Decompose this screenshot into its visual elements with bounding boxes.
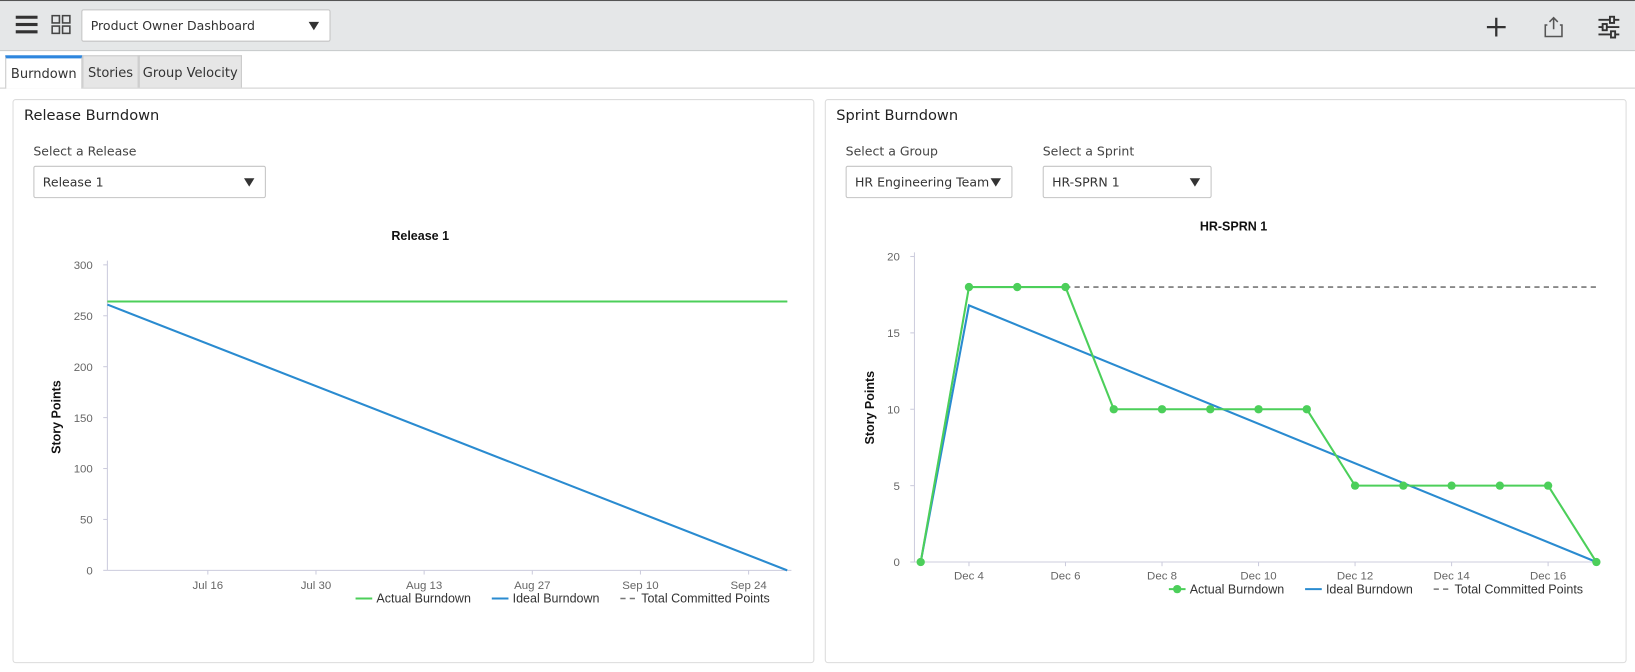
y-tick-label: 5: [893, 481, 899, 493]
y-axis-label: Story Points: [49, 380, 63, 454]
point: [1302, 405, 1311, 414]
y-axis-label: Story Points: [863, 371, 877, 445]
y-tick-label: 20: [887, 252, 900, 264]
point: [1350, 481, 1360, 490]
x-tick-label: Sep 24: [730, 580, 767, 592]
legend-label: Ideal Burndown: [1326, 582, 1413, 596]
legend-label: Total Committed Points: [1455, 582, 1584, 596]
x-tick-label: Dec 16: [1530, 571, 1566, 583]
point: [1206, 405, 1215, 414]
tab[interactable]: Burndown: [5, 55, 83, 89]
x-tick-label: Aug 27: [514, 580, 550, 592]
x-tick-label: Dec 6: [1051, 571, 1081, 583]
y-tick-label: 15: [887, 328, 900, 340]
point: [1592, 557, 1601, 567]
y-tick-label: 200: [74, 362, 93, 374]
legend-label: Ideal Burndown: [513, 592, 600, 606]
select-value: Release 1: [42, 174, 104, 190]
y-tick-label: 0: [86, 566, 92, 578]
select-label: Select a Sprint: [1042, 143, 1135, 159]
sprint-select[interactable]: HR-SPRN 1: [1042, 165, 1212, 199]
select-label: Select a Group: [845, 143, 938, 159]
point: [1447, 481, 1456, 490]
point: [1109, 405, 1118, 414]
y-tick-label: 100: [74, 464, 93, 476]
select-label: Select a Release: [33, 143, 137, 159]
panel-title: Release Burndown: [23, 107, 160, 125]
settings-icon[interactable]: [1597, 15, 1620, 39]
point: [1061, 282, 1070, 292]
menu-icon[interactable]: [15, 15, 39, 35]
select-value: HR-SPRN 1: [1052, 174, 1120, 190]
tab[interactable]: Group Velocity: [138, 55, 242, 88]
x-tick-label: Aug 13: [406, 580, 442, 592]
group-select[interactable]: HR Engineering Team: [845, 165, 1013, 199]
tab-rule: [0, 87, 1635, 89]
x-tick-label: Dec 8: [1147, 571, 1177, 583]
series-line: [919, 286, 1597, 563]
legend-label: Actual Burndown: [1190, 582, 1285, 596]
release-panel: [12, 99, 815, 664]
x-tick-label: Dec 4: [954, 571, 985, 583]
y-tick-label: 0: [893, 557, 899, 569]
y-tick-label: 250: [74, 311, 93, 323]
point: [1013, 282, 1022, 292]
dashboard-name: Product Owner Dashboard: [90, 18, 255, 33]
point: [1254, 405, 1263, 414]
x-tick-label: Dec 12: [1337, 571, 1373, 583]
dashboard-select[interactable]: Product Owner Dashboard: [81, 9, 331, 42]
select-value: HR Engineering Team: [855, 174, 990, 190]
sprint-panel: [824, 99, 1627, 664]
point: [1157, 405, 1167, 414]
y-tick-label: 300: [74, 260, 93, 272]
x-tick-label: Jul 16: [193, 580, 224, 592]
share-icon[interactable]: [1543, 16, 1564, 39]
release-select[interactable]: Release 1: [33, 165, 266, 199]
point: [916, 557, 925, 567]
chart-title: Release 1: [391, 229, 449, 243]
x-tick-label: Dec 14: [1433, 571, 1470, 583]
series-line: [107, 303, 788, 572]
header-bar: Product Owner Dashboard: [0, 0, 1635, 52]
legend-label: Total Committed Points: [641, 592, 770, 606]
tab[interactable]: Stories: [82, 55, 139, 88]
y-tick-label: 50: [80, 515, 93, 527]
series-line: [919, 303, 1597, 563]
point: [1399, 481, 1408, 490]
y-tick-label: 10: [887, 404, 900, 416]
point: [1543, 481, 1553, 490]
legend-label: Actual Burndown: [376, 592, 471, 606]
chart-title: HR-SPRN 1: [1200, 219, 1267, 233]
add-icon[interactable]: [1485, 16, 1508, 39]
x-tick-label: Sep 10: [622, 580, 658, 592]
point: [964, 282, 974, 292]
y-tick-label: 150: [74, 413, 93, 425]
grid-icon[interactable]: [51, 14, 74, 38]
x-tick-label: Jul 30: [301, 580, 332, 592]
x-tick-label: Dec 10: [1240, 571, 1276, 583]
point: [1495, 481, 1505, 490]
panel-title: Sprint Burndown: [836, 107, 959, 125]
legend-marker: [1173, 584, 1182, 594]
